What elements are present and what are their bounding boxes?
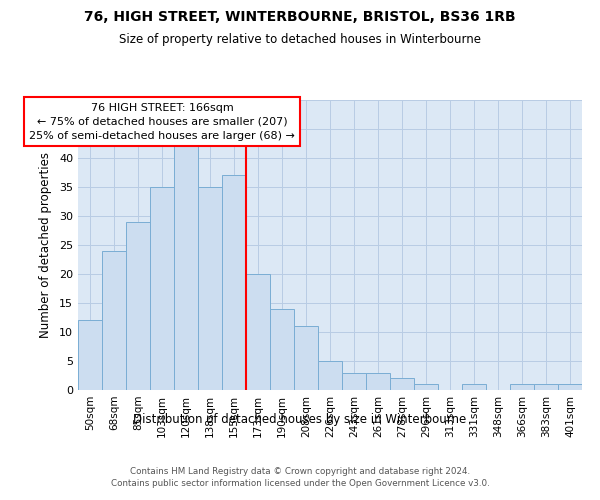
Text: 76 HIGH STREET: 166sqm
← 75% of detached houses are smaller (207)
25% of semi-de: 76 HIGH STREET: 166sqm ← 75% of detached… <box>29 103 295 141</box>
Text: Contains HM Land Registry data © Crown copyright and database right 2024.
Contai: Contains HM Land Registry data © Crown c… <box>110 466 490 487</box>
Bar <box>294 326 318 390</box>
Bar <box>270 309 294 390</box>
Y-axis label: Number of detached properties: Number of detached properties <box>39 152 52 338</box>
Bar <box>558 384 582 390</box>
Bar <box>366 372 390 390</box>
Bar <box>126 222 150 390</box>
Text: 76, HIGH STREET, WINTERBOURNE, BRISTOL, BS36 1RB: 76, HIGH STREET, WINTERBOURNE, BRISTOL, … <box>84 10 516 24</box>
Bar <box>342 372 366 390</box>
Bar <box>414 384 438 390</box>
Bar <box>318 361 342 390</box>
Bar <box>102 251 126 390</box>
Bar <box>390 378 414 390</box>
Bar <box>78 320 102 390</box>
Text: Size of property relative to detached houses in Winterbourne: Size of property relative to detached ho… <box>119 32 481 46</box>
Bar <box>462 384 486 390</box>
Bar <box>246 274 270 390</box>
Bar <box>174 146 198 390</box>
Bar <box>150 187 174 390</box>
Text: Distribution of detached houses by size in Winterbourne: Distribution of detached houses by size … <box>133 412 467 426</box>
Bar <box>222 176 246 390</box>
Bar <box>198 187 222 390</box>
Bar <box>534 384 558 390</box>
Bar <box>510 384 534 390</box>
